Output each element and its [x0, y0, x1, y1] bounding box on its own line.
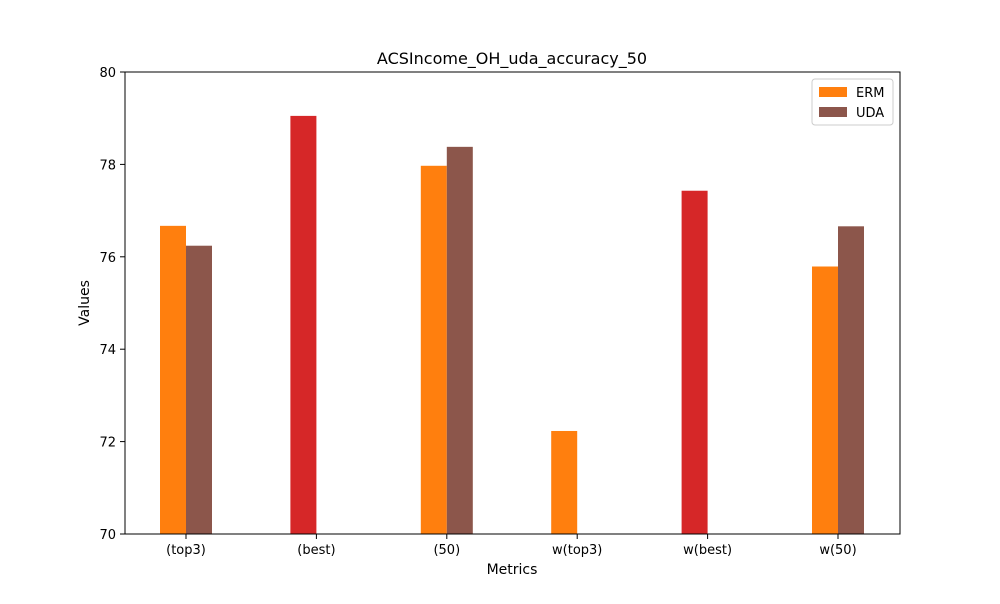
y-tick-label: 80 — [99, 66, 116, 81]
y-axis-label: Values — [77, 280, 93, 326]
legend-swatch-erm — [819, 87, 847, 97]
bar-extra-0 — [290, 115, 317, 534]
x-tick-label: w(best) — [683, 543, 732, 558]
legend-label-uda: UDA — [856, 106, 884, 121]
bar-erm-3 — [551, 430, 578, 534]
y-tick-label: 74 — [99, 343, 116, 358]
chart-title: ACSIncome_OH_uda_accuracy_50 — [377, 49, 647, 69]
bar-erm-0 — [160, 225, 186, 534]
bar-erm-5 — [812, 266, 838, 534]
legend-label-erm: ERM — [856, 86, 884, 101]
plot-frame — [124, 71, 901, 535]
bar-erm-2 — [420, 165, 447, 534]
bar-uda-2 — [446, 146, 473, 534]
x-tick-label: (top3) — [166, 543, 206, 558]
bars-layer — [160, 115, 864, 535]
axes-layer: 70 72 74 76 78 80 (top3) (best) (50) w(top3) w(bes… — [99, 66, 901, 558]
bar-extra-1 — [681, 190, 708, 534]
x-tick-label: w(top3) — [552, 543, 602, 558]
y-tick-label: 78 — [99, 158, 116, 173]
x-tick-label: w(50) — [819, 543, 856, 558]
bar-uda-5 — [838, 226, 864, 535]
x-tick-label: (best) — [297, 543, 335, 558]
y-tick-label: 70 — [99, 528, 116, 543]
y-tick-label: 72 — [99, 436, 116, 451]
x-axis-label: Metrics — [487, 562, 538, 578]
x-tick-label: (50) — [433, 543, 460, 558]
bar-uda-0 — [186, 245, 212, 534]
y-tick-label: 76 — [99, 251, 116, 266]
legend: ERM UDA — [811, 78, 894, 126]
legend-swatch-uda — [819, 107, 847, 117]
